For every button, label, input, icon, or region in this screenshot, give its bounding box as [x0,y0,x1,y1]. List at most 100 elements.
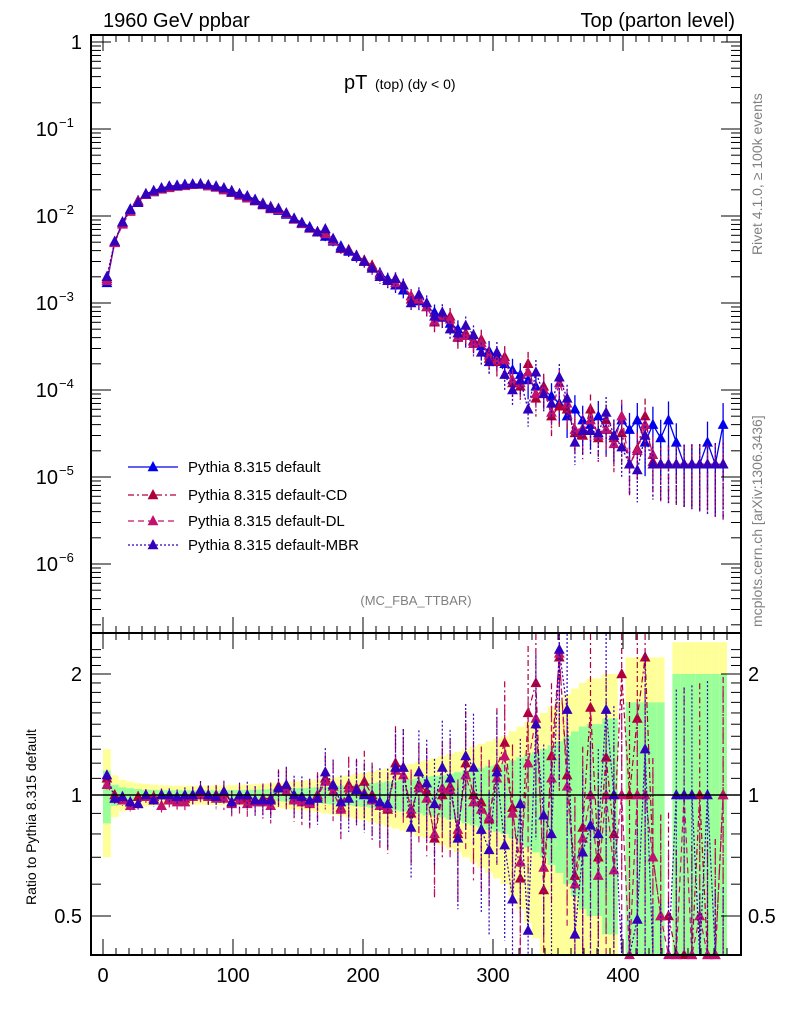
main-data-point [600,423,612,434]
y-tick-label: 10 [36,206,58,228]
main-data-point [444,323,456,334]
plot-title-main: pT [344,72,367,94]
ratio-data-point [522,924,534,935]
main-data-point [717,458,729,469]
main-data-point [468,328,479,340]
side-label-rivet: Rivet 4.1.0, ≥ 100k events [749,93,765,255]
legend: Pythia 8.315 default Pythia 8.315 defaul… [128,459,359,554]
main-data-point [296,217,308,228]
header-right: Top (parton level) [580,10,735,32]
ratio-data-point [163,789,175,800]
main-data-point [397,279,409,290]
main-data-point [460,319,472,330]
ratio-data-point [608,789,620,800]
main-data-point [546,397,557,408]
main-data-point [226,186,238,197]
ratio-data-point [592,827,604,839]
ratio-data-point [366,792,378,803]
y-tick-label: 10 [36,119,58,141]
main-data-point [655,432,667,443]
main-data-point [452,327,464,338]
x-tick-label: 400 [606,965,639,987]
y-tick-label: 10 [36,293,58,315]
main-data-point [499,368,511,379]
y-tick-exponent: −6 [59,550,74,565]
legend-marker-mbr [147,539,159,550]
ratio-data-point [288,789,300,800]
main-data-point [483,355,495,367]
ratio-data-point [273,782,284,793]
main-data-point [647,458,659,469]
legend-label-cd: Pythia 8.315 default-CD [188,487,347,504]
main-series-line [106,183,724,467]
band-inner-bin [555,741,564,873]
ratio-data-point [561,703,573,714]
main-data-point [522,374,534,385]
main-data-point [624,423,635,434]
ratio-data-point [171,790,183,801]
main-data-point [429,310,440,321]
main-series-line [106,183,724,467]
main-data-point [631,464,643,475]
ratio-data-point [585,789,596,800]
ratio-data-point [327,785,339,796]
ratio-y-tick-label-left: 0.5 [54,906,82,928]
ratio-data-point [312,792,323,803]
ratio-data-point [195,783,206,795]
main-data-point [608,437,620,449]
y-tick-exponent: −4 [59,376,74,391]
y-tick-exponent: −1 [59,115,74,130]
main-data-point [686,458,698,469]
main-data-point [109,235,121,246]
ratio-data-point [257,794,269,805]
band-inner-bin [711,674,720,955]
main-data-point [639,410,651,421]
ratio-data-point [499,750,511,761]
main-data-point [522,366,534,377]
ratio-data-point [686,789,698,800]
ratio-data-point [577,846,589,857]
main-data-point [304,221,316,233]
main-series-layer [101,177,729,520]
ratio-data-point [569,928,581,939]
ratio-data-point [717,789,729,800]
ratio-data-point [507,801,518,812]
ratio-data-point [608,864,620,875]
ratio-data-point [109,792,121,803]
ratio-data-point [405,821,417,832]
main-data-point [210,180,222,191]
main-data-point [717,418,729,429]
ratio-data-point [475,803,487,814]
main-data-point [600,406,612,417]
main-data-point [140,188,152,199]
band-inner-bin [103,770,111,824]
ratio-data-point [436,761,448,772]
ratio-data-point [678,789,690,800]
main-data-point [585,424,596,435]
main-data-point [101,270,113,282]
main-data-point [117,216,128,227]
band-inner-bin [508,760,517,839]
y-tick-exponent: −3 [59,289,74,304]
y-tick-exponent: −2 [59,202,74,217]
main-data-point [195,177,206,189]
ratio-data-point [163,794,175,805]
main-data-point [514,374,526,385]
ratio-data-point [374,796,386,807]
ratio-data-point [343,792,355,803]
ratio-y-tick-label-right: 1 [748,785,759,807]
main-data-point [577,424,589,435]
main-data-point [702,458,713,469]
main-data-point [616,410,628,421]
ratio-data-point [507,807,518,818]
y-tick-label: 10 [36,380,58,402]
ratio-data-point [241,789,253,800]
main-data-point [553,400,565,411]
main-data-point [569,436,581,447]
ratio-data-point [304,794,316,805]
ratio-frame [90,632,742,956]
legend-label-mbr: Pythia 8.315 default-MBR [188,537,359,554]
y-tick-label: 10 [36,554,58,576]
ratio-data-point [468,761,479,772]
